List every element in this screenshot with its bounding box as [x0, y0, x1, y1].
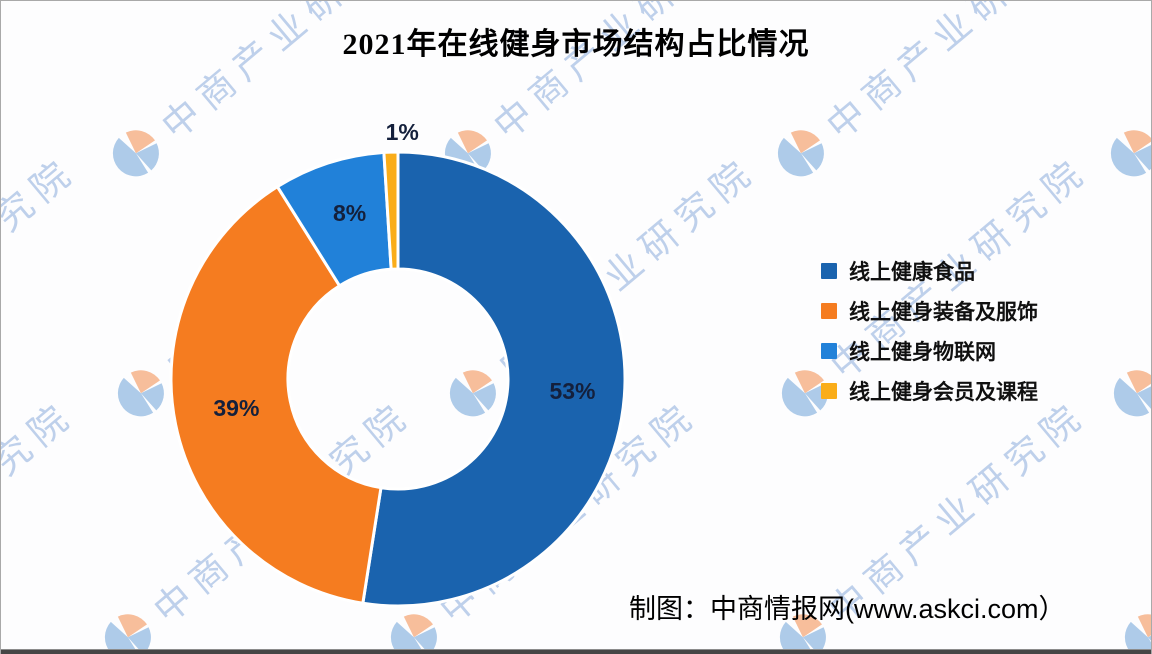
- source-credit: 制图：中商情报网(www.askci.com）: [629, 594, 1066, 624]
- legend-item: 线上健康食品: [821, 251, 1038, 291]
- legend-item: 线上健身物联网: [821, 331, 1038, 371]
- donut-slice-线上健身装备及服饰: [169, 185, 383, 605]
- donut-slice-线上健身会员及课程: [382, 150, 400, 271]
- legend-item: 线上健身装备及服饰: [821, 291, 1038, 331]
- donut-slice-线上健康食品: [361, 150, 627, 608]
- slice-label: 1%: [386, 119, 419, 145]
- slice-label: 53%: [549, 378, 595, 404]
- bottom-border: [1, 649, 1151, 654]
- legend-label: 线上健康食品: [849, 261, 975, 284]
- legend-label: 线上健身装备及服饰: [849, 301, 1038, 324]
- legend-swatch: [821, 343, 837, 359]
- legend-label: 线上健身物联网: [849, 341, 996, 364]
- legend-swatch: [821, 383, 837, 399]
- legend-swatch: [821, 303, 837, 319]
- legend-item: 线上健身会员及课程: [821, 371, 1038, 411]
- chart-legend: 线上健康食品线上健身装备及服饰 线上健身物联网线上健身会员及课程: [821, 251, 1038, 411]
- slice-label: 39%: [213, 395, 259, 421]
- legend-swatch: [821, 263, 837, 279]
- legend-label: 线上健身会员及课程: [849, 381, 1038, 404]
- chart-title: 2021年在线健身市场结构占比情况: [342, 28, 810, 61]
- slice-label: 8%: [333, 200, 366, 226]
